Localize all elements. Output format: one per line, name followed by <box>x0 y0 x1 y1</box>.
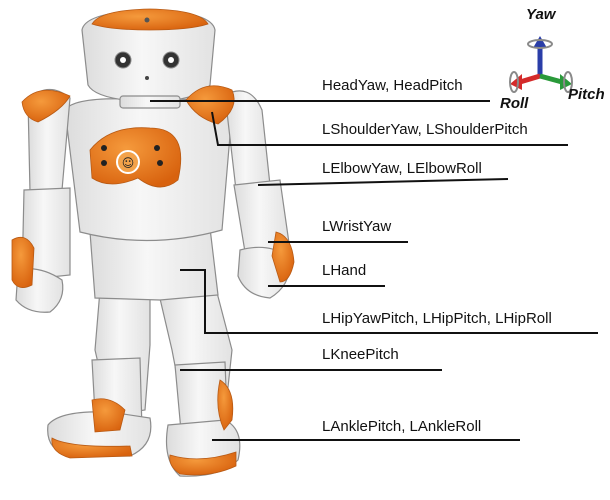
head-top-orange <box>91 8 209 31</box>
svg-text:☺: ☺ <box>122 156 135 170</box>
joint-label-elbow: LElbowYaw, LElbowRoll <box>322 160 482 177</box>
axis-frame-icon <box>509 36 573 93</box>
right-forearm-orange <box>11 236 35 288</box>
left-shoulder-orange <box>185 85 235 125</box>
left-forearm-orange <box>271 231 295 283</box>
joint-label-head: HeadYaw, HeadPitch <box>322 77 463 94</box>
pitch-axis-label: Pitch <box>568 86 605 103</box>
left-shin-orange <box>217 379 234 431</box>
right-shin-orange <box>91 398 126 433</box>
face <box>114 17 180 80</box>
joint-label-hip: LHipYawPitch, LHipPitch, LHipRoll <box>322 310 552 327</box>
leader-elbow <box>257 178 509 186</box>
chest-button <box>116 150 140 174</box>
left-foot-orange <box>169 451 237 476</box>
roll-axis-label: Roll <box>500 95 529 112</box>
joint-label-hand: LHand <box>322 262 367 279</box>
joint-label-shoulder: LShoulderYaw, LShoulderPitch <box>322 121 528 138</box>
joint-label-wrist: LWristYaw <box>322 218 392 235</box>
yaw-axis-label: Yaw <box>526 6 556 23</box>
leader-hip <box>180 269 598 334</box>
right-foot-orange <box>51 437 133 459</box>
joint-label-ankle: LAnklePitch, LAnkleRoll <box>322 418 482 435</box>
leader-shoulder <box>211 111 568 146</box>
right-shoulder-orange <box>21 89 71 123</box>
joint-label-knee: LKneePitch <box>322 346 399 363</box>
